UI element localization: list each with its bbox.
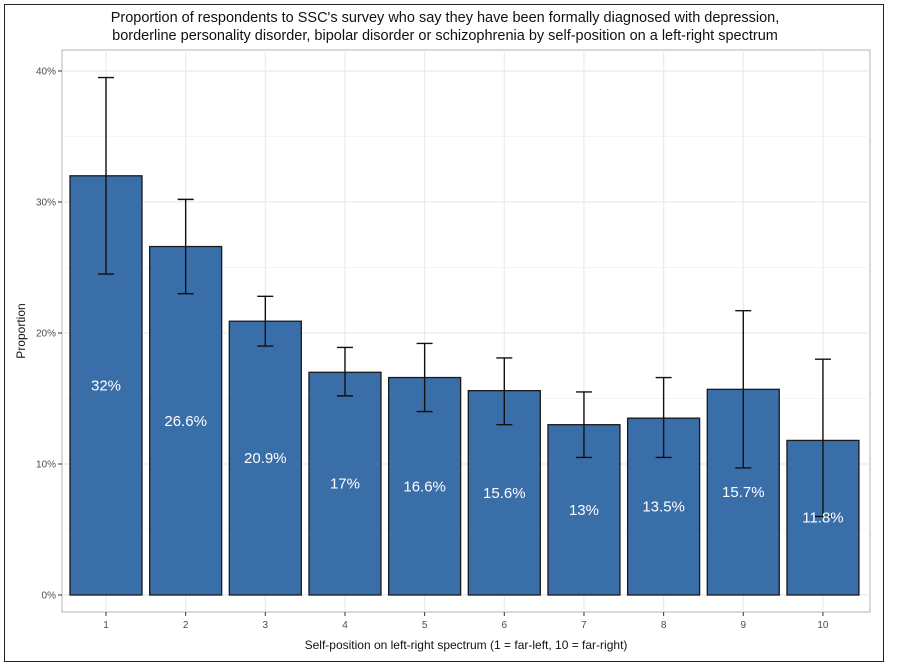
data-label-2: 26.6% bbox=[164, 413, 207, 430]
data-label-5: 16.6% bbox=[403, 478, 446, 495]
y-tick-label: 30% bbox=[36, 198, 56, 209]
chart-title-line-2: borderline personality disorder, bipolar… bbox=[112, 28, 778, 44]
data-label-9: 15.7% bbox=[722, 484, 765, 501]
bar-4 bbox=[308, 371, 382, 596]
y-tick-label: 0% bbox=[42, 591, 57, 602]
data-label-6: 15.6% bbox=[483, 485, 526, 502]
x-tick-label: 6 bbox=[502, 620, 508, 631]
x-tick-label: 5 bbox=[422, 620, 428, 631]
y-axis-title: Proportion bbox=[14, 303, 28, 358]
data-label-7: 13% bbox=[569, 502, 599, 519]
data-label-8: 13.5% bbox=[642, 499, 685, 516]
y-tick-label: 40% bbox=[36, 67, 56, 78]
x-tick-label: 10 bbox=[817, 620, 829, 631]
data-label-4: 17% bbox=[330, 476, 360, 493]
x-tick-label: 4 bbox=[342, 620, 348, 631]
bar-2 bbox=[149, 245, 223, 596]
y-tick-label: 20% bbox=[36, 329, 56, 340]
chart-title: Proportion of respondents to SSC's surve… bbox=[0, 9, 890, 45]
data-label-10: 11.8% bbox=[802, 510, 843, 527]
data-labels: 32% 26.6% 20.9% 17% 16.6% 15.6% 13% 13.5% 15.7% 1… bbox=[91, 377, 844, 526]
bar-3 bbox=[228, 320, 302, 596]
y-tick-label: 10% bbox=[36, 460, 56, 471]
x-tick-label: 8 bbox=[661, 620, 667, 631]
x-tick-label: 9 bbox=[740, 620, 746, 631]
x-tick-label: 2 bbox=[183, 620, 189, 631]
bars bbox=[69, 175, 860, 596]
x-tick-label: 1 bbox=[103, 620, 109, 631]
x-tick-label: 7 bbox=[581, 620, 587, 631]
chart-title-line-1: Proportion of respondents to SSC's surve… bbox=[110, 10, 780, 26]
x-tick-label: 3 bbox=[263, 620, 269, 631]
data-label-1: 32% bbox=[91, 377, 121, 394]
x-axis-ticks: 1 2 3 4 5 6 7 8 9 10 bbox=[103, 612, 829, 631]
bar-5 bbox=[387, 376, 462, 596]
x-axis-title: Self-position on left-right spectrum (1 … bbox=[305, 638, 628, 652]
data-label-3: 20.9% bbox=[244, 450, 287, 467]
y-axis-ticks: 0% 10% 20% 30% 40% bbox=[36, 67, 62, 602]
error-bars bbox=[98, 76, 831, 518]
